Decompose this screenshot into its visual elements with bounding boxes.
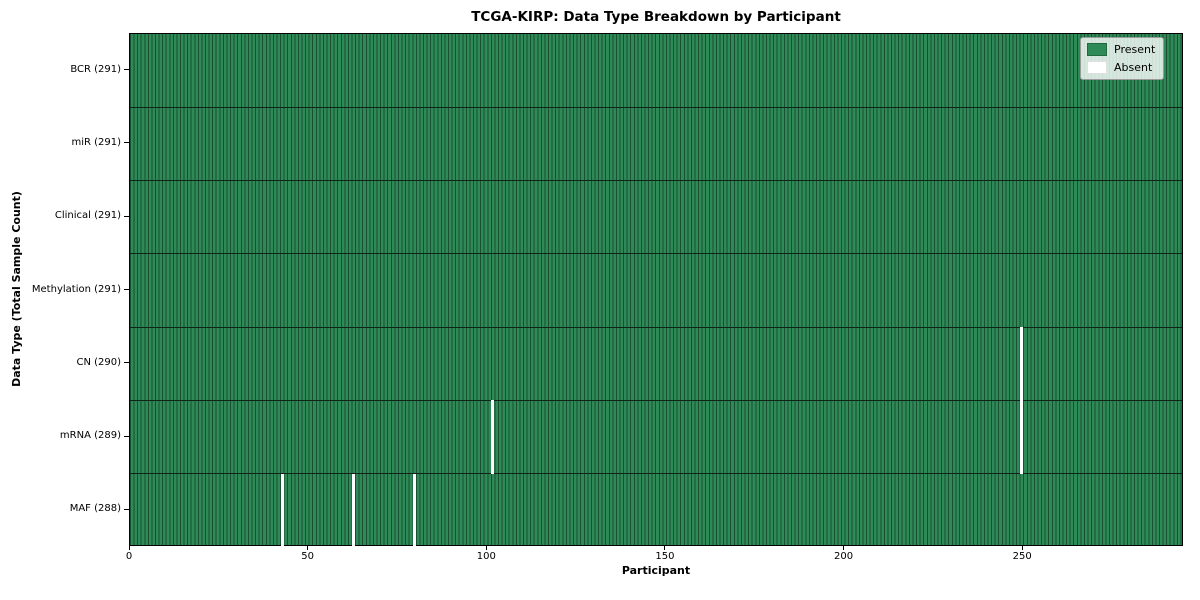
x-tick-label: 150 xyxy=(655,551,675,562)
x-tick-mark xyxy=(485,546,487,550)
row-separator xyxy=(130,399,1182,401)
y-tick-label: MAF (288) xyxy=(69,503,121,515)
plot-area xyxy=(129,33,1183,547)
y-tick-label: miR (291) xyxy=(71,136,121,148)
x-tick-mark xyxy=(128,546,130,550)
legend-absent-label: Absent xyxy=(1114,60,1153,74)
x-tick-mark xyxy=(307,546,309,550)
row-separator xyxy=(130,253,1182,255)
y-tick-mark xyxy=(124,508,129,510)
absent-marker-CN-249 xyxy=(1020,327,1024,401)
absent-marker-MAF-79 xyxy=(412,473,416,547)
y-tick-mark xyxy=(124,142,129,144)
legend-item-present: Present xyxy=(1087,43,1155,56)
x-tick-mark xyxy=(1021,546,1023,550)
chart-title: TCGA-KIRP: Data Type Breakdown by Partic… xyxy=(471,9,841,25)
y-tick-mark xyxy=(124,289,129,290)
absent-marker-MAF-62 xyxy=(352,473,355,547)
x-axis-label: Participant xyxy=(621,564,691,577)
y-tick-mark xyxy=(124,435,129,437)
absent-marker-mRNA-249 xyxy=(1020,400,1024,474)
y-tick-label: Clinical (291) xyxy=(54,210,121,222)
y-tick-label: Methylation (291) xyxy=(31,283,121,295)
y-tick-mark xyxy=(124,69,129,71)
row-separator xyxy=(130,473,1182,475)
y-tick-mark xyxy=(124,215,129,217)
x-tick-label: 0 xyxy=(125,551,133,562)
y-tick-label: mRNA (289) xyxy=(59,430,121,442)
legend-present-label: Present xyxy=(1114,42,1156,56)
legend-present-swatch-icon xyxy=(1087,43,1107,56)
legend-item-absent: Absent xyxy=(1087,61,1155,74)
row-separator xyxy=(130,106,1182,108)
absent-marker-MAF-42 xyxy=(280,473,284,547)
x-tick-mark xyxy=(664,546,666,550)
x-tick-label: 200 xyxy=(834,551,854,562)
x-tick-label: 250 xyxy=(1012,551,1032,562)
x-tick-mark xyxy=(843,546,845,550)
absent-marker-mRNA-101 xyxy=(491,400,495,474)
row-separator xyxy=(130,180,1182,182)
y-tick-label: BCR (291) xyxy=(70,63,121,75)
legend-absent-swatch-icon xyxy=(1087,61,1107,74)
row-separator xyxy=(130,326,1182,328)
y-tick-label: CN (290) xyxy=(76,356,121,368)
x-tick-label: 50 xyxy=(301,551,314,562)
legend: Present Absent xyxy=(1080,37,1165,80)
y-tick-mark xyxy=(124,362,129,364)
x-tick-label: 100 xyxy=(476,551,496,562)
